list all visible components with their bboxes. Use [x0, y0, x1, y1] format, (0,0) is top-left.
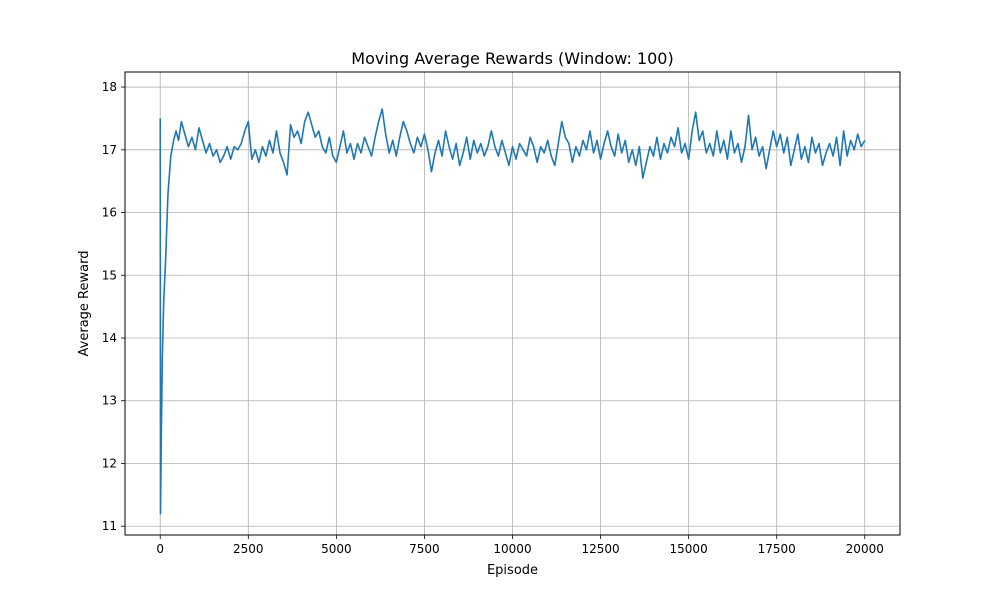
- x-axis-label: Episode: [487, 563, 538, 578]
- x-tick-label: 0: [156, 542, 164, 556]
- y-tick-label: 15: [102, 268, 117, 282]
- grid: [125, 72, 900, 535]
- y-tick-label: 13: [102, 394, 117, 408]
- y-tick-label: 12: [102, 456, 117, 470]
- x-tick-label: 2500: [233, 542, 264, 556]
- ticks: 0 2500 5000 7500 10000 12500 15000 17500 20000 11…: [102, 80, 884, 556]
- x-tick-label: 5000: [321, 542, 352, 556]
- chart-title: Moving Average Rewards (Window: 100): [351, 49, 673, 68]
- y-tick-label: 18: [102, 80, 117, 94]
- series-line-0: [159, 108, 866, 515]
- x-tick-label: 10000: [493, 542, 531, 556]
- x-tick-label: 20000: [846, 542, 884, 556]
- y-tick-label: 11: [102, 519, 117, 533]
- y-tick-label: 14: [102, 331, 117, 345]
- y-axis-label: Average Reward: [77, 251, 92, 357]
- y-tick-label: 16: [102, 206, 117, 220]
- plot-area: [159, 108, 866, 515]
- x-tick-label: 7500: [409, 542, 440, 556]
- x-tick-label: 15000: [670, 542, 708, 556]
- x-tick-label: 17500: [758, 542, 796, 556]
- y-tick-label: 17: [102, 143, 117, 157]
- x-tick-label: 12500: [581, 542, 619, 556]
